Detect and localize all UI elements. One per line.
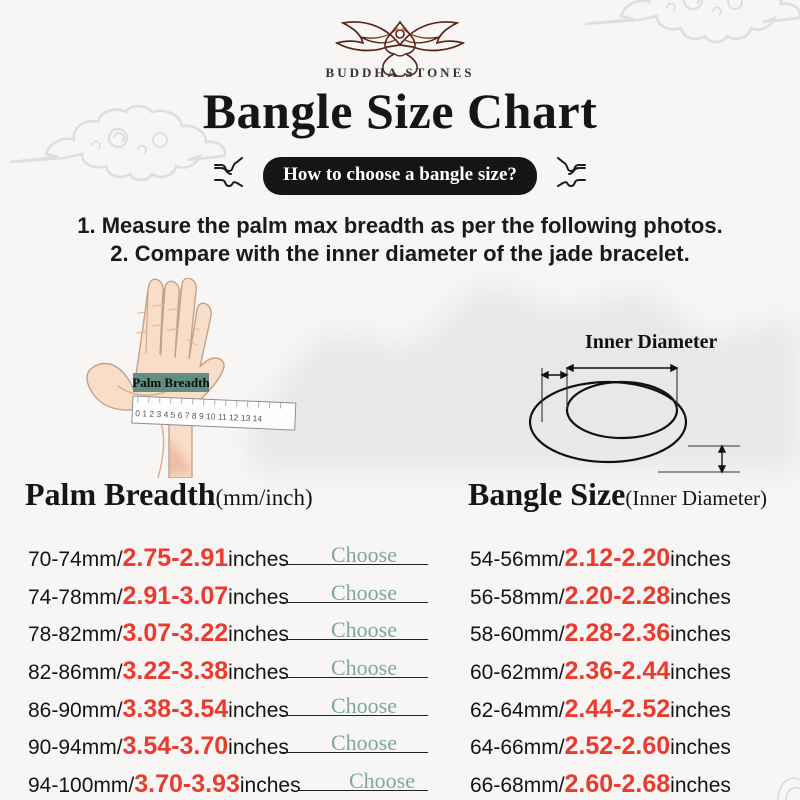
- svg-text:Palm Breadth: Palm Breadth: [132, 375, 210, 390]
- svg-text:Inner Diameter: Inner Diameter: [585, 331, 717, 353]
- svg-text:BUDDHA STONES: BUDDHA STONES: [326, 65, 475, 80]
